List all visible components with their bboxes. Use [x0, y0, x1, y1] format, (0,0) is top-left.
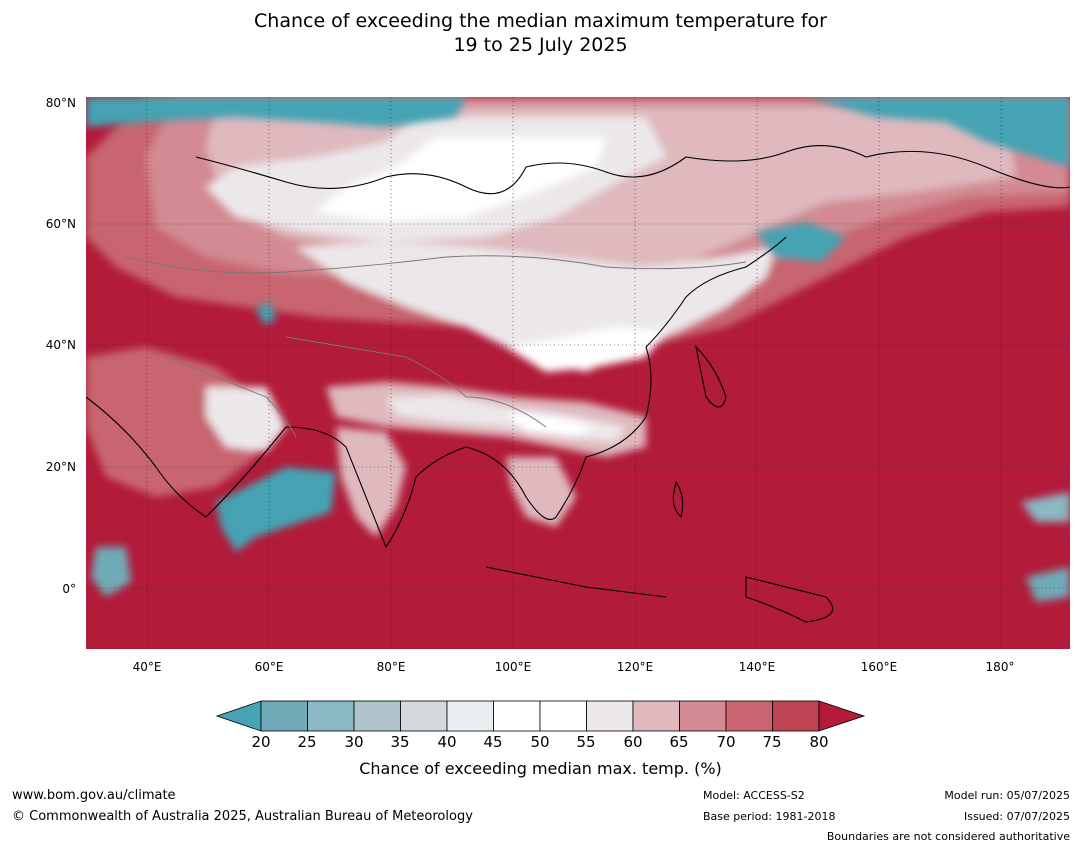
colorbar-segment [446, 700, 494, 732]
model-name: Model: ACCESS-S2 [703, 789, 805, 802]
colorbar-segment [493, 700, 541, 732]
map-title: Chance of exceeding the median maximum t… [0, 9, 1081, 57]
lat-label-60n: 60°N [45, 217, 76, 231]
map-canvas [86, 97, 1070, 649]
lon-label-80e: 80°E [376, 660, 406, 674]
colorbar-tick-75: 75 [762, 733, 782, 751]
copyright-text: © Commonwealth of Australia 2025, Austra… [12, 809, 473, 824]
colorbar-tick-25: 25 [297, 733, 317, 751]
colorbar-extend-high [818, 700, 866, 732]
coastlines [86, 145, 1070, 623]
colorbar-segment [260, 700, 308, 732]
colorbar-tick-30: 30 [344, 733, 364, 751]
lon-label-100e: 100°E [494, 660, 532, 674]
colorbar-title: Chance of exceeding median max. temp. (%… [359, 759, 722, 778]
issued-date: Issued: 07/07/2025 [963, 810, 1070, 823]
colorbar-tick-35: 35 [390, 733, 410, 751]
base-period: Base period: 1981-2018 [703, 810, 836, 823]
below-median-areas [86, 97, 1070, 602]
boundaries-disclaimer: Boundaries are not considered authoritat… [826, 830, 1070, 843]
title-line-1: Chance of exceeding the median maximum t… [254, 10, 827, 32]
colorbar-segment [772, 700, 820, 732]
colorbar-segment [539, 700, 587, 732]
colorbar-extend-low [216, 700, 262, 732]
lat-label-80n: 80°N [45, 96, 76, 110]
colorbar-tick-80: 80 [809, 733, 829, 751]
probability-map [86, 97, 1070, 649]
lon-label-180: 180° [985, 660, 1015, 674]
lon-label-160e: 160°E [860, 660, 898, 674]
colorbar-segment [400, 700, 448, 732]
colorbar-segments [216, 700, 866, 732]
lat-label-40n: 40°N [45, 338, 76, 352]
colorbar-tick-60: 60 [623, 733, 643, 751]
lon-label-140e: 140°E [738, 660, 776, 674]
colorbar-tick-20: 20 [251, 733, 271, 751]
colorbar-tick-50: 50 [530, 733, 550, 751]
lat-label-0: 0° [62, 582, 76, 596]
colorbar-tick-65: 65 [669, 733, 689, 751]
colorbar-segment [679, 700, 727, 732]
title-line-2: 19 to 25 July 2025 [453, 34, 628, 56]
colorbar-segment [307, 700, 355, 732]
model-run-date: Model run: 05/07/2025 [944, 789, 1070, 802]
country-borders [125, 255, 747, 438]
colorbar-segment [353, 700, 401, 732]
colorbar-segment [725, 700, 773, 732]
colorbar-segment [632, 700, 680, 732]
lat-label-20n: 20°N [45, 460, 76, 474]
website-link[interactable]: www.bom.gov.au/climate [12, 788, 176, 803]
colorbar-tick-70: 70 [716, 733, 736, 751]
graticule [86, 97, 1070, 649]
lon-label-120e: 120°E [616, 660, 654, 674]
lon-label-40e: 40°E [132, 660, 162, 674]
colorbar-segment [586, 700, 634, 732]
lon-label-60e: 60°E [254, 660, 284, 674]
colorbar [216, 700, 866, 732]
colorbar-tick-40: 40 [437, 733, 457, 751]
colorbar-tick-55: 55 [576, 733, 596, 751]
colorbar-tick-45: 45 [483, 733, 503, 751]
probability-shading [86, 97, 1070, 537]
